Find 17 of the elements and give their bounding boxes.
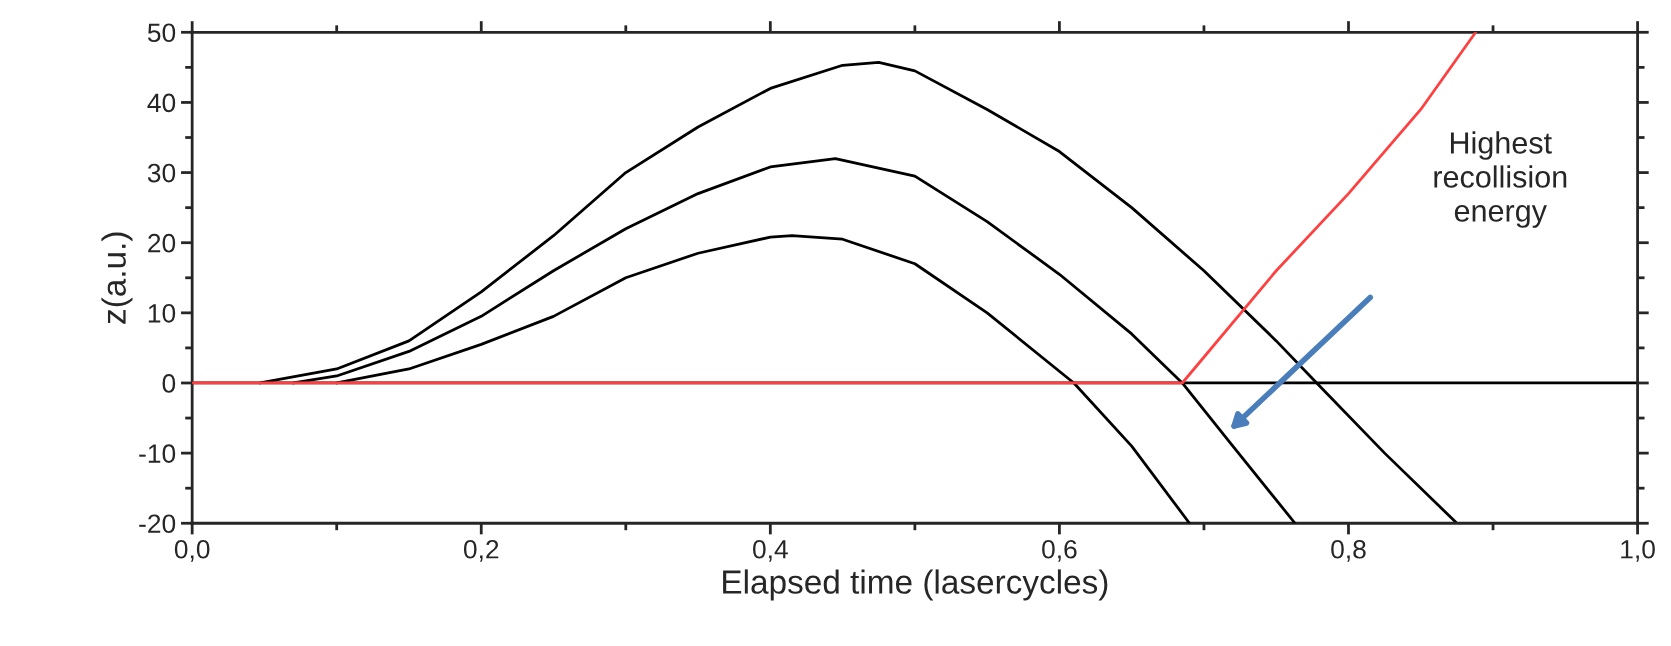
x-tick-label: 0,6 bbox=[1042, 539, 1077, 562]
x-axis-title: Elapsed time (lasercycles) bbox=[723, 569, 1108, 601]
x-tick-label: 0,2 bbox=[463, 539, 499, 562]
y-tick-label: 20 bbox=[148, 233, 176, 253]
y-tick-label: 30 bbox=[147, 163, 176, 183]
y-tick-label: -10 bbox=[139, 444, 176, 463]
y-tick-label: 10 bbox=[148, 303, 176, 323]
y-tick-label: 50 bbox=[147, 23, 176, 43]
x-tick-label: 0,4 bbox=[753, 539, 788, 562]
x-tick-label: 1,0 bbox=[1621, 539, 1655, 562]
y-tick-label: 40 bbox=[147, 93, 176, 113]
annotation: Highest recollision energy bbox=[1434, 131, 1567, 228]
y-tick-label: 0 bbox=[162, 374, 176, 393]
x-tick-label: 0,0 bbox=[174, 539, 210, 562]
y-tick-label: -20 bbox=[139, 514, 176, 534]
y-axis-title: z(a.u.) bbox=[101, 232, 133, 324]
x-tick-label: 0,8 bbox=[1331, 539, 1366, 562]
